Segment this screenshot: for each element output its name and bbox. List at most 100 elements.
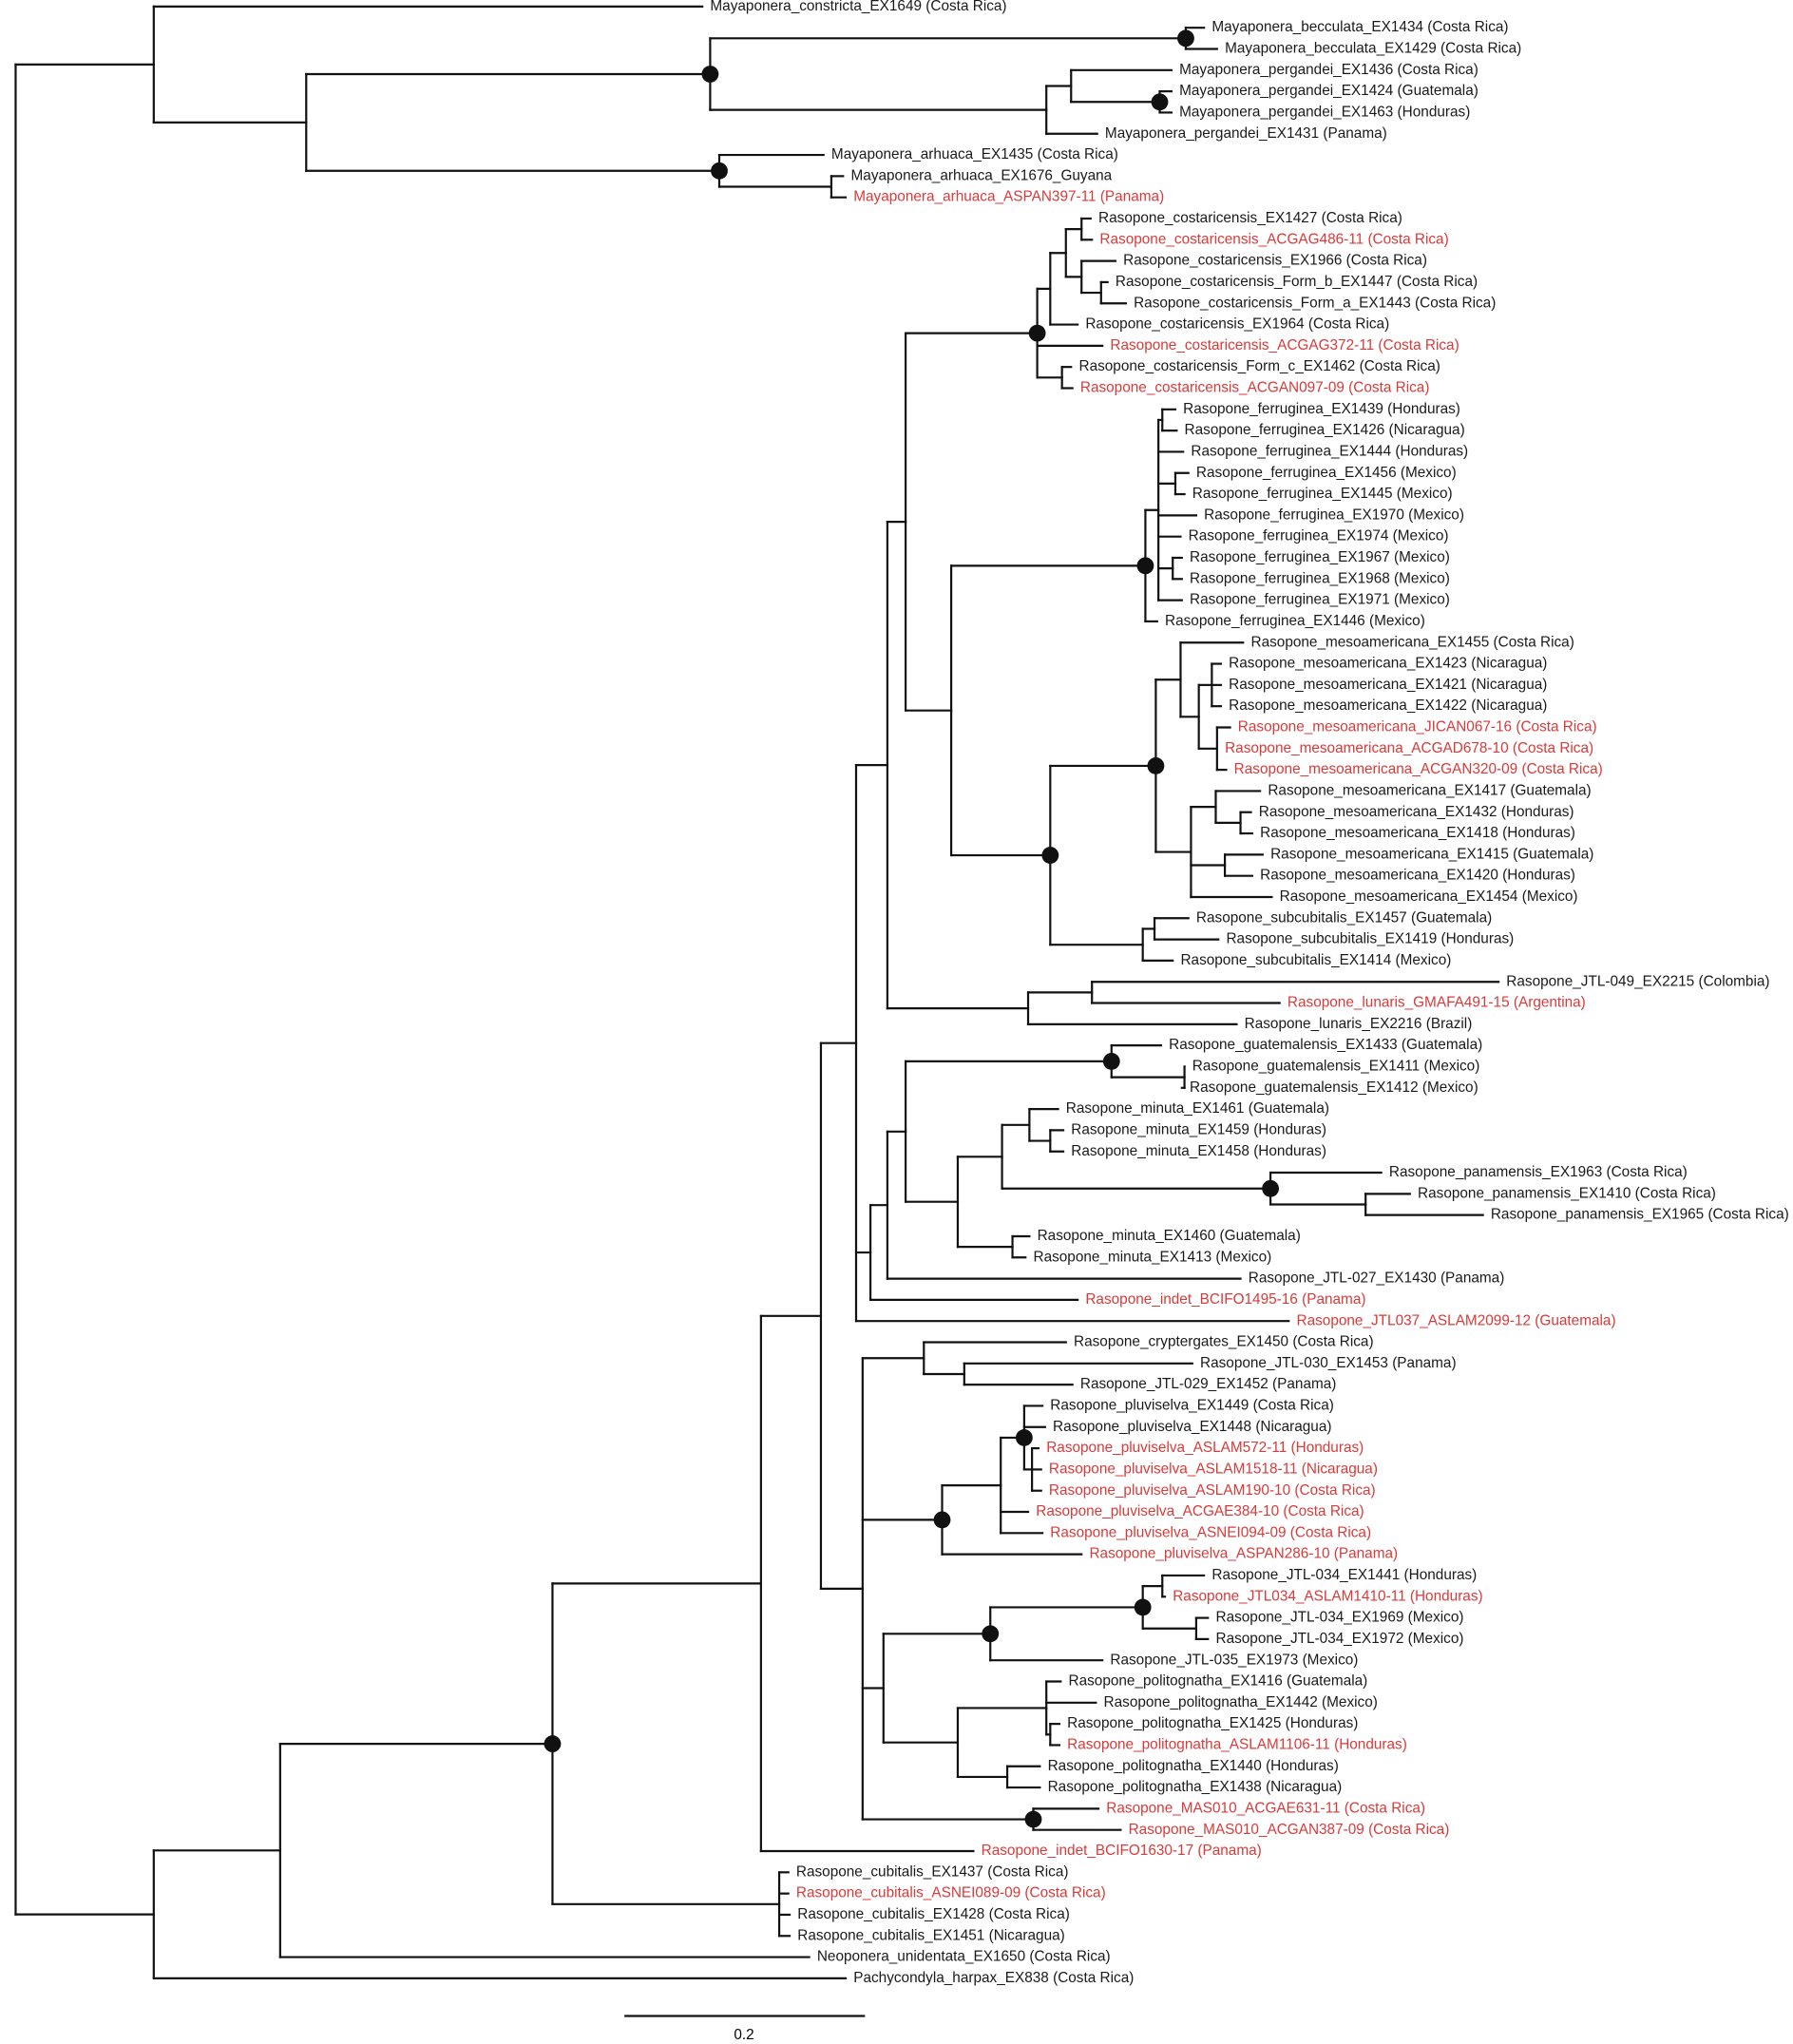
tip-label: Rasopone_panamensis_EX1963 (Costa Rica) — [1389, 1164, 1688, 1180]
support-node — [1024, 1810, 1042, 1828]
tip-label: Rasopone_mesoamericana_ACGAD678-10 (Cost… — [1225, 740, 1593, 756]
tip-label: Rasopone_costaricensis_ACGAN097-09 (Cost… — [1080, 380, 1430, 396]
tip-label: Rasopone_cryptergates_EX1450 (Costa Rica… — [1074, 1334, 1374, 1350]
tip-label: Rasopone_pluviselva_ASPAN286-10 (Panama) — [1089, 1546, 1398, 1562]
tip-label: Rasopone_panamensis_EX1965 (Costa Rica) — [1491, 1207, 1789, 1223]
support-node — [1102, 1052, 1120, 1070]
tip-label: Rasopone_mesoamericana_EX1432 (Honduras) — [1259, 804, 1574, 820]
support-node — [1041, 847, 1059, 864]
tip-label: Mayaponera_pergandei_EX1436 (Costa Rica) — [1179, 62, 1478, 78]
tip-label: Mayaponera_becculata_EX1434 (Costa Rica) — [1211, 19, 1508, 35]
tip-label: Mayaponera_arhuaca_ASPAN397-11 (Panama) — [853, 189, 1164, 205]
tip-label: Rasopone_mesoamericana_EX1421 (Nicaragua… — [1229, 677, 1547, 693]
tip-label: Rasopone_mesoamericana_EX1455 (Costa Ric… — [1251, 634, 1574, 650]
tip-label: Rasopone_minuta_EX1461 (Guatemala) — [1066, 1100, 1329, 1117]
tip-label: Rasopone_MAS010_ACGAN387-09 (Costa Rica) — [1129, 1822, 1450, 1838]
scale-bar-label: 0.2 — [734, 2027, 753, 2043]
tip-label: Rasopone_guatemalensis_EX1412 (Mexico) — [1190, 1079, 1478, 1096]
tip-label: Pachycondyla_harpax_EX838 (Costa Rica) — [853, 1970, 1134, 1986]
tip-label: Mayaponera_pergandei_EX1424 (Guatemala) — [1179, 83, 1478, 99]
tip-label: Rasopone_politognatha_EX1440 (Honduras) — [1048, 1758, 1339, 1774]
tip-label: Rasopone_mesoamericana_EX1415 (Guatemala… — [1270, 846, 1593, 862]
tip-label: Rasopone_politognatha_EX1425 (Honduras) — [1067, 1715, 1358, 1731]
tip-label: Rasopone_subcubitalis_EX1457 (Guatemala) — [1196, 909, 1492, 926]
tip-label: Rasopone_minuta_EX1413 (Mexico) — [1033, 1249, 1271, 1265]
tip-label: Rasopone_cubitalis_ASNEI089-09 (Costa Ri… — [796, 1885, 1106, 1901]
tip-label: Rasopone_mesoamericana_EX1420 (Honduras) — [1260, 868, 1575, 884]
tip-label: Rasopone_pluviselva_ACGAE384-10 (Costa R… — [1036, 1503, 1364, 1519]
tip-label: Rasopone_pluviselva_ASNEI094-09 (Costa R… — [1050, 1524, 1371, 1540]
support-node — [933, 1511, 951, 1529]
tip-label: Rasopone_mesoamericana_EX1418 (Honduras) — [1260, 825, 1575, 841]
tip-label: Rasopone_JTL-034_EX1972 (Mexico) — [1215, 1631, 1463, 1647]
tip-label: Rasopone_cubitalis_EX1437 (Costa Rica) — [796, 1863, 1069, 1880]
tip-label: Rasopone_politognatha_EX1416 (Guatemala) — [1069, 1673, 1368, 1690]
tip-label: Rasopone_pluviselva_EX1448 (Nicaragua) — [1053, 1419, 1331, 1435]
tip-label: Rasopone_guatemalensis_EX1411 (Mexico) — [1192, 1059, 1480, 1075]
tip-label: Rasopone_ferruginea_EX1456 (Mexico) — [1196, 465, 1457, 481]
support-node — [711, 162, 728, 180]
tip-label: Rasopone_costaricensis_Form_a_EX1443 (Co… — [1134, 295, 1496, 311]
tip-label: Rasopone_cubitalis_EX1451 (Nicaragua) — [797, 1927, 1064, 1943]
tip-label: Mayaponera_becculata_EX1429 (Costa Rica) — [1225, 41, 1521, 57]
tip-label: Rasopone_politognatha_ASLAM1106-11 (Hond… — [1067, 1737, 1407, 1753]
tip-label: Rasopone_ferruginea_EX1968 (Mexico) — [1190, 570, 1450, 586]
support-node — [1151, 93, 1169, 111]
support-node — [1177, 29, 1194, 48]
tip-label: Mayaponera_arhuaca_EX1676_Guyana — [851, 167, 1113, 183]
tip-label: Rasopone_panamensis_EX1410 (Costa Rica) — [1418, 1185, 1716, 1201]
tip-label: Rasopone_mesoamericana_EX1454 (Mexico) — [1280, 888, 1578, 905]
tip-label: Rasopone_ferruginea_EX1974 (Mexico) — [1189, 528, 1449, 544]
tip-label: Rasopone_ferruginea_EX1971 (Mexico) — [1190, 592, 1450, 608]
tip-label: Mayaponera_pergandei_EX1431 (Panama) — [1105, 125, 1387, 142]
tip-label: Rasopone_lunaris_GMAFA491-15 (Argentina) — [1288, 995, 1586, 1011]
tip-label: Rasopone_ferruginea_EX1967 (Mexico) — [1190, 549, 1450, 565]
tip-label: Rasopone_JTL034_ASLAM1410-11 (Honduras) — [1173, 1588, 1482, 1604]
tip-label: Rasopone_costaricensis_Form_b_EX1447 (Co… — [1116, 274, 1478, 290]
tip-label: Rasopone_cubitalis_EX1428 (Costa Rica) — [797, 1906, 1070, 1922]
tip-label: Rasopone_ferruginea_EX1445 (Mexico) — [1192, 486, 1453, 502]
tip-label: Rasopone_subcubitalis_EX1414 (Mexico) — [1180, 952, 1451, 968]
tip-label: Rasopone_costaricensis_EX1966 (Costa Ric… — [1123, 253, 1427, 269]
tip-label: Mayaponera_constricta_EX1649 (Costa Rica… — [710, 0, 1006, 14]
tip-label: Rasopone_ferruginea_EX1446 (Mexico) — [1165, 613, 1425, 629]
tip-label: Rasopone_mesoamericana_ACGAN320-09 (Cost… — [1234, 761, 1603, 777]
tip-label: Rasopone_JTL-049_EX2215 (Colombia) — [1506, 973, 1769, 989]
tip-label: Rasopone_JTL-034_EX1441 (Honduras) — [1211, 1567, 1477, 1583]
tip-label: Rasopone_mesoamericana_EX1423 (Nicaragua… — [1229, 656, 1547, 672]
tip-label: Rasopone_indet_BCIFO1495-16 (Panama) — [1085, 1291, 1365, 1308]
support-node — [1028, 324, 1046, 342]
tip-label: Rasopone_subcubitalis_EX1419 (Honduras) — [1226, 931, 1514, 947]
tip-label: Rasopone_lunaris_EX2216 (Brazil) — [1245, 1016, 1473, 1032]
tip-label: Rasopone_minuta_EX1458 (Honduras) — [1071, 1143, 1326, 1159]
tip-label: Rasopone_minuta_EX1460 (Guatemala) — [1038, 1228, 1301, 1244]
tip-label: Rasopone_costaricensis_Form_c_EX1462 (Co… — [1078, 358, 1440, 374]
tip-label: Rasopone_costaricensis_ACGAG486-11 (Cost… — [1099, 231, 1448, 247]
support-node — [544, 1735, 562, 1753]
tip-label: Mayaponera_arhuaca_EX1435 (Costa Rica) — [831, 146, 1118, 162]
tip-label: Neoponera_unidentata_EX1650 (Costa Rica) — [817, 1949, 1111, 1965]
support-node — [1136, 557, 1154, 575]
tip-label: Rasopone_pluviselva_EX1449 (Costa Rica) — [1050, 1398, 1334, 1414]
tip-label: Rasopone_indet_BCIFO1630-17 (Panama) — [982, 1843, 1262, 1859]
tip-label: Rasopone_guatemalensis_EX1433 (Guatemala… — [1169, 1037, 1482, 1053]
tip-label: Rasopone_pluviselva_ASLAM1518-11 (Nicara… — [1049, 1461, 1378, 1477]
tip-label: Rasopone_JTL-029_EX1452 (Panama) — [1080, 1376, 1337, 1392]
support-node — [1015, 1429, 1033, 1446]
tip-label: Rasopone_JTL-030_EX1453 (Panama) — [1200, 1355, 1457, 1371]
tip-label: Rasopone_JTL-027_EX1430 (Panama) — [1249, 1270, 1505, 1287]
tip-label: Rasopone_MAS010_ACGAE631-11 (Costa Rica) — [1106, 1800, 1425, 1816]
tip-label: Rasopone_JTL037_ASLAM2099-12 (Guatemala) — [1297, 1312, 1616, 1328]
tip-label: Rasopone_pluviselva_ASLAM190-10 (Costa R… — [1049, 1482, 1376, 1499]
support-node — [1262, 1179, 1279, 1197]
support-node — [1147, 757, 1165, 774]
tip-label: Rasopone_politognatha_EX1438 (Nicaragua) — [1048, 1779, 1343, 1795]
tip-label: Rasopone_mesoamericana_EX1417 (Guatemala… — [1268, 782, 1591, 798]
tip-label: Rasopone_ferruginea_EX1444 (Honduras) — [1191, 443, 1468, 459]
tip-label: Rasopone_ferruginea_EX1439 (Honduras) — [1183, 401, 1460, 417]
tip-label: Rasopone_ferruginea_EX1426 (Nicaragua) — [1185, 422, 1465, 438]
support-node — [1134, 1598, 1152, 1616]
tip-label: Mayaponera_pergandei_EX1463 (Honduras) — [1179, 104, 1470, 120]
